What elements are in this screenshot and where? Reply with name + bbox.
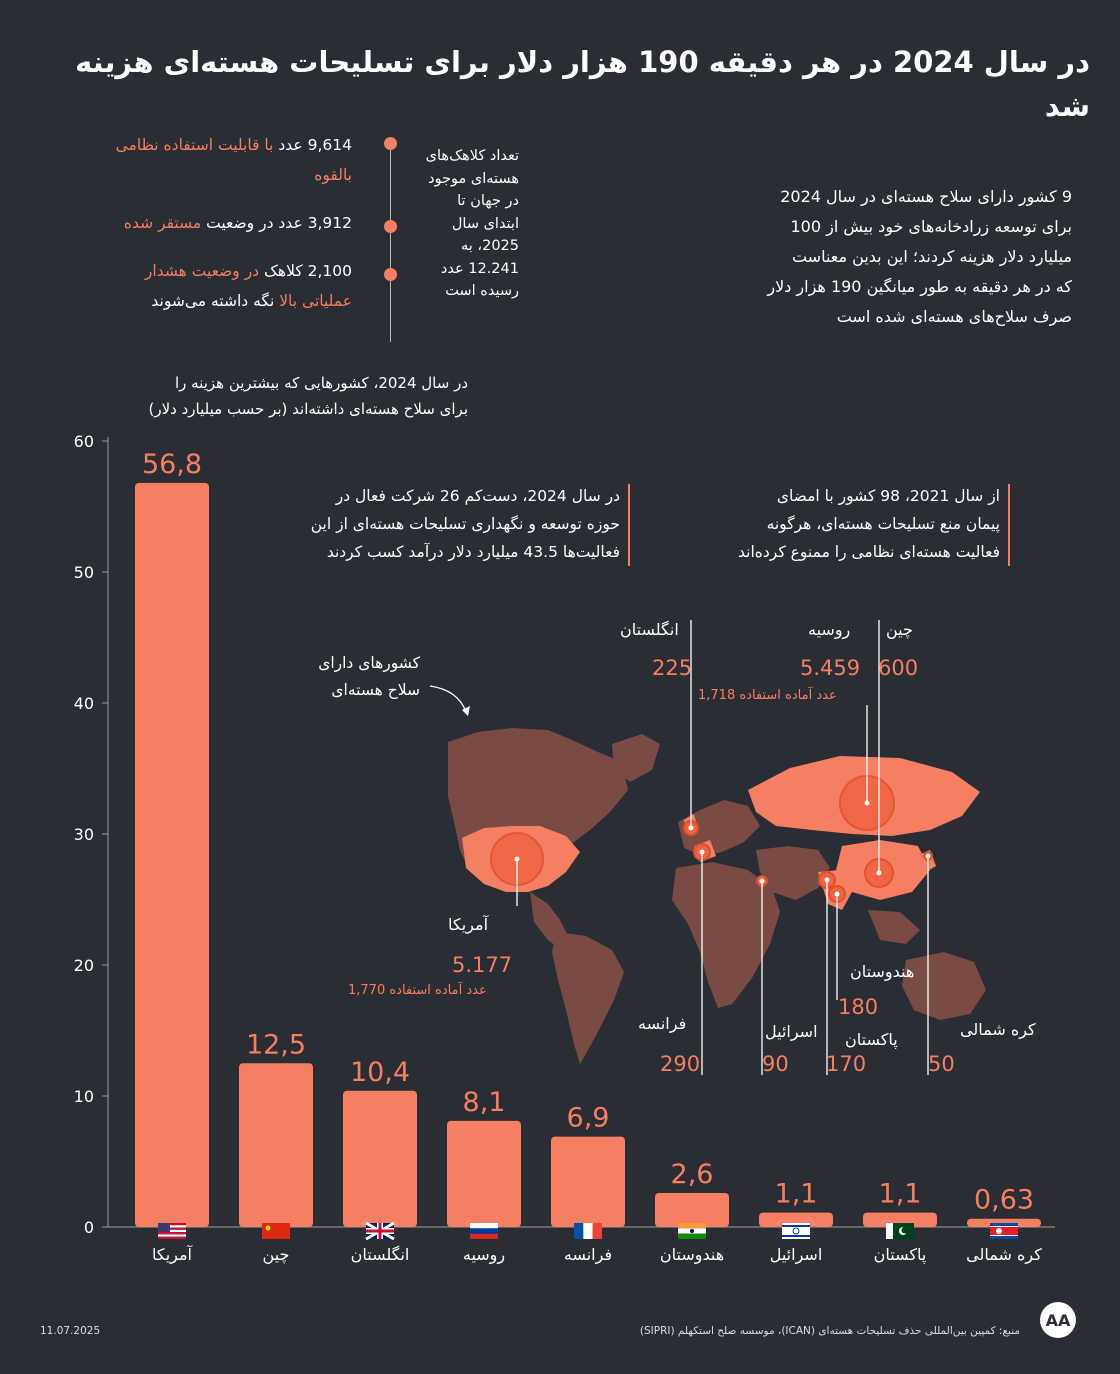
bar — [655, 1192, 729, 1227]
stat-deployed: 3,912 عدد در وضعیت مستقر شده — [123, 214, 352, 232]
map-count-uk: 225 — [652, 656, 693, 680]
map-count-north-korea: 50 — [928, 1052, 955, 1076]
y-tick-label: 30 — [74, 825, 94, 844]
note-treaty: از سال 2021، 98 کشور با امضای پیمان منع … — [738, 487, 1000, 561]
y-tick-label: 50 — [74, 563, 94, 582]
flag-il-icon — [782, 1223, 810, 1239]
map-count-pakistan: 170 — [826, 1052, 867, 1076]
bar-value-label: 12,5 — [246, 1029, 306, 1060]
map-label-russia: روسیه — [808, 620, 851, 639]
bar — [135, 482, 209, 1227]
bar — [863, 1212, 937, 1227]
chart-caption: در سال 2024، کشورهایی که بیشترین هزینه ر… — [148, 374, 468, 418]
note-treaty-bar — [1008, 484, 1010, 566]
map-count-india: 180 — [838, 995, 879, 1019]
y-tick-label: 10 — [74, 1087, 94, 1106]
bar-value-label: 1,1 — [775, 1179, 818, 1210]
bar-value-label: 10,4 — [350, 1057, 410, 1088]
y-tick-label: 0 — [84, 1218, 94, 1237]
flag-cn-icon — [262, 1223, 290, 1239]
footer-source: منبع: کمپین بین‌المللی حذف تسلیحات هسته‌… — [639, 1325, 1020, 1337]
flag-us-icon — [158, 1223, 186, 1239]
flag-kp-icon — [990, 1223, 1018, 1239]
category-label: چین — [263, 1245, 290, 1265]
map-count-china: 600 — [878, 656, 919, 680]
stat-potential: 9,614 عدد با قابلیت استفاده نظامی — [115, 136, 352, 154]
flag-ru-icon — [470, 1223, 498, 1239]
bar — [447, 1120, 521, 1227]
map-legend: کشورهای دارای سلاح هسته‌ای — [318, 654, 420, 699]
category-label: انگلستان — [351, 1245, 410, 1264]
map-count-russia: 5.459 — [800, 656, 861, 680]
category-label: پاکستان — [874, 1245, 927, 1265]
map-ready-russia: 1,718 عدد آماده استفاده — [698, 688, 837, 703]
bar-value-label: 0,63 — [974, 1185, 1034, 1216]
bar-value-label: 1,1 — [879, 1179, 922, 1210]
map-label-usa: آمریکا — [448, 915, 489, 934]
bar — [551, 1136, 625, 1227]
flag-fr-icon — [574, 1223, 602, 1239]
category-label: هندوستان — [660, 1245, 724, 1265]
map-label-india: هندوستان — [850, 962, 915, 981]
map-label-uk: انگلستان — [620, 620, 679, 639]
summary-paragraph: 9 کشور دارای سلاح هسته‌ای در سال 2024 بر… — [767, 187, 1072, 326]
category-label: آمریکا — [152, 1245, 194, 1265]
map-count-france: 290 — [660, 1052, 701, 1076]
map-label-north-korea: کره شمالی — [960, 1020, 1036, 1039]
map-ready-usa: 1,770 عدد آماده استفاده — [348, 983, 487, 998]
map-label-israel: اسرائیل — [765, 1022, 818, 1041]
bar-value-label: 2,6 — [671, 1159, 714, 1190]
category-label: کره شمالی — [966, 1245, 1042, 1265]
footer-date: 11.07.2025 — [40, 1325, 101, 1337]
map-label-china: چین — [886, 620, 913, 639]
timeline-dot — [384, 268, 397, 281]
y-tick-label: 40 — [74, 694, 94, 713]
y-tick-label: 60 — [74, 432, 94, 451]
bar — [967, 1218, 1041, 1227]
bar-value-label: 8,1 — [463, 1087, 506, 1118]
category-label: فرانسه — [564, 1245, 612, 1265]
stat-alert: 2,100 کلاهک در وضعیت هشدار — [144, 262, 352, 280]
aa-logo: AA — [1040, 1302, 1076, 1338]
note-companies-bar — [628, 484, 630, 566]
bar — [239, 1063, 313, 1227]
map-label-pakistan: پاکستان — [845, 1030, 898, 1049]
timeline-line — [390, 142, 391, 342]
y-tick-label: 20 — [74, 956, 94, 975]
flag-in-icon — [678, 1223, 706, 1239]
bar-value-label: 6,9 — [567, 1103, 610, 1134]
map-count-israel: 90 — [762, 1052, 789, 1076]
flag-gb-icon — [365, 1221, 395, 1241]
bar-value-label: 56,8 — [142, 449, 202, 480]
flag-pk-icon — [886, 1223, 914, 1239]
warhead-stats: 9,614 عدد با قابلیت استفاده نظامی بالقوه… — [40, 130, 352, 316]
total-warheads-label: تعداد کلاهک‌های هسته‌ای موجود در جهان تا… — [425, 148, 519, 299]
map-count-usa: 5.177 — [452, 953, 513, 977]
bar — [759, 1212, 833, 1227]
timeline-dot — [384, 220, 397, 233]
page-title: در سال 2024 در هر دقیقه 190 هزار دلار بر… — [75, 45, 1090, 123]
bar — [343, 1090, 417, 1227]
category-label: روسیه — [463, 1245, 505, 1265]
map-label-france: فرانسه — [638, 1014, 687, 1033]
category-label: اسرائیل — [770, 1245, 823, 1265]
note-companies: در سال 2024، دست‌کم 26 شرکت فعال در حوزه… — [310, 487, 620, 561]
timeline-dot — [384, 137, 397, 150]
